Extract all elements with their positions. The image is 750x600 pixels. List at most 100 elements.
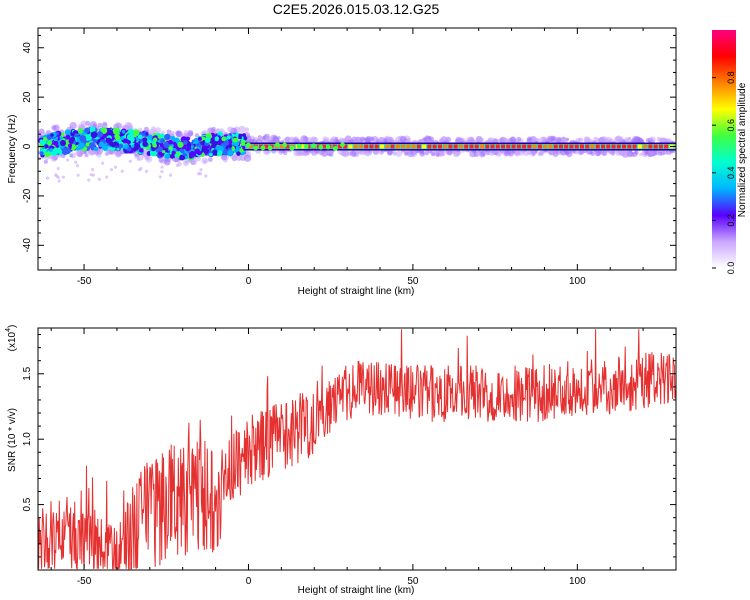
spectral-halo-point — [187, 131, 194, 137]
spectral-core-point — [159, 133, 165, 139]
spectral-ridge-knot — [325, 144, 331, 150]
spectral-core-point — [163, 141, 170, 149]
spectral-halo-point — [649, 136, 656, 143]
spectrogram-panel: -50 0 50 100 -40 -20 0 20 40 Height of straight … — [7, 27, 748, 297]
spectral-halo-point — [43, 159, 49, 164]
spectral-ridge-peak — [390, 144, 395, 149]
spectral-core-point — [79, 135, 87, 142]
spectral-outlier — [175, 163, 180, 168]
spectral-halo-point — [358, 149, 363, 154]
spectral-ridge-peak — [437, 144, 442, 149]
spectral-ridge-peak — [522, 144, 527, 149]
spectral-ridge-knot — [253, 145, 259, 151]
y-tick-label: -20 — [22, 188, 33, 203]
spectral-halo-point — [514, 149, 520, 155]
spectral-ridge-knot — [275, 142, 280, 148]
spectral-ridge-knot — [318, 144, 324, 150]
spectral-halo-point — [69, 122, 77, 130]
spectral-outlier — [66, 158, 70, 162]
spectral-outlier — [101, 161, 105, 165]
spectral-halo-point — [490, 152, 494, 156]
spectral-ridge-peak — [611, 144, 616, 149]
spectral-core-point — [126, 140, 131, 145]
x-tick-label: -50 — [77, 576, 92, 587]
spectral-core-point — [59, 139, 67, 147]
spectral-halo-point — [350, 150, 357, 157]
spectral-ridge-knot — [282, 142, 288, 148]
spectral-halo-point — [283, 151, 288, 156]
spectral-outlier — [120, 169, 124, 173]
spectral-ridge-peak — [285, 144, 290, 149]
y-tick-label: 0.5 — [22, 497, 33, 511]
spectral-ridge-knot — [340, 142, 345, 148]
spectral-core-point — [43, 144, 49, 149]
spectral-core-point — [226, 135, 231, 140]
spectral-outlier — [87, 178, 91, 182]
spectral-core-point — [127, 147, 132, 152]
spectral-core-point — [93, 146, 99, 152]
spectral-core-point — [174, 153, 179, 158]
spectral-ridge-peak — [264, 144, 269, 149]
spectral-ridge-peak — [516, 144, 521, 149]
spectral-halo-point — [577, 137, 584, 143]
spectral-core-point — [197, 136, 202, 141]
spectral-ridge-peak — [632, 144, 637, 149]
spectral-core-point — [51, 150, 57, 157]
spectral-halo-point — [459, 137, 466, 143]
spectral-ridge-peak — [548, 144, 553, 149]
spectral-core-point — [157, 135, 162, 139]
spectral-halo-point — [479, 150, 486, 158]
spectral-halo-point — [618, 136, 624, 142]
spectral-ridge-peak — [322, 144, 327, 149]
spectral-halo-point — [593, 136, 599, 142]
spectral-ridge-peak — [658, 144, 663, 149]
spectral-halo-point — [603, 151, 608, 156]
x-tick-label: -50 — [77, 276, 92, 287]
y-tick-label: 0 — [22, 143, 33, 149]
spectral-halo-point — [431, 152, 436, 157]
spectral-ridge-peak — [474, 144, 479, 149]
spectral-core-point — [202, 136, 206, 141]
spectral-halo-point — [547, 135, 554, 143]
spectral-core-point — [228, 140, 233, 144]
spectral-core-point — [53, 140, 59, 146]
spectral-core-point — [138, 147, 144, 153]
spectral-halo-point — [624, 137, 630, 143]
snr-series-line — [38, 329, 676, 570]
spectral-core-point — [145, 132, 149, 136]
spectral-core-point — [98, 141, 105, 148]
spectral-ridge-peak — [653, 144, 658, 149]
spectral-halo-point — [183, 130, 189, 136]
spectral-outlier — [89, 173, 93, 177]
colorbar-tick-label: 0.2 — [726, 214, 736, 227]
spectral-halo-point — [97, 122, 103, 128]
spectral-ridge-peak — [601, 144, 606, 149]
spectral-halo-point — [566, 137, 570, 141]
snr-multiplier-base: (x10 — [7, 331, 18, 351]
spectral-ridge-peak — [364, 144, 369, 149]
spectral-core-point — [126, 133, 134, 141]
spectral-ridge-peak — [622, 144, 627, 149]
spectral-core-point — [96, 131, 104, 138]
colorbar-label: Normalized spectral amplitude — [737, 82, 748, 217]
spectral-halo-point — [541, 139, 546, 143]
spectral-core-point — [110, 142, 116, 148]
spectral-ridge-peak — [527, 144, 532, 149]
spectral-core-point — [194, 148, 200, 154]
spectral-ridge-peak — [358, 144, 363, 149]
spectral-core-point — [152, 143, 157, 148]
spectral-ridge-peak — [643, 144, 648, 149]
spectral-ridge-knot — [246, 142, 251, 148]
spectral-core-point — [240, 140, 246, 147]
spectral-ridge-peak — [464, 144, 469, 149]
spectral-ridge-peak — [606, 144, 611, 149]
spectral-core-point — [137, 134, 143, 140]
colorbar — [712, 30, 736, 268]
spectral-halo-point — [614, 136, 620, 143]
spectral-core-point — [227, 143, 233, 149]
spectral-core-point — [179, 148, 184, 153]
spectral-outlier — [168, 173, 173, 177]
spectral-core-point — [114, 134, 121, 141]
spectral-core-point — [120, 136, 124, 141]
spectral-core-point — [160, 138, 165, 144]
